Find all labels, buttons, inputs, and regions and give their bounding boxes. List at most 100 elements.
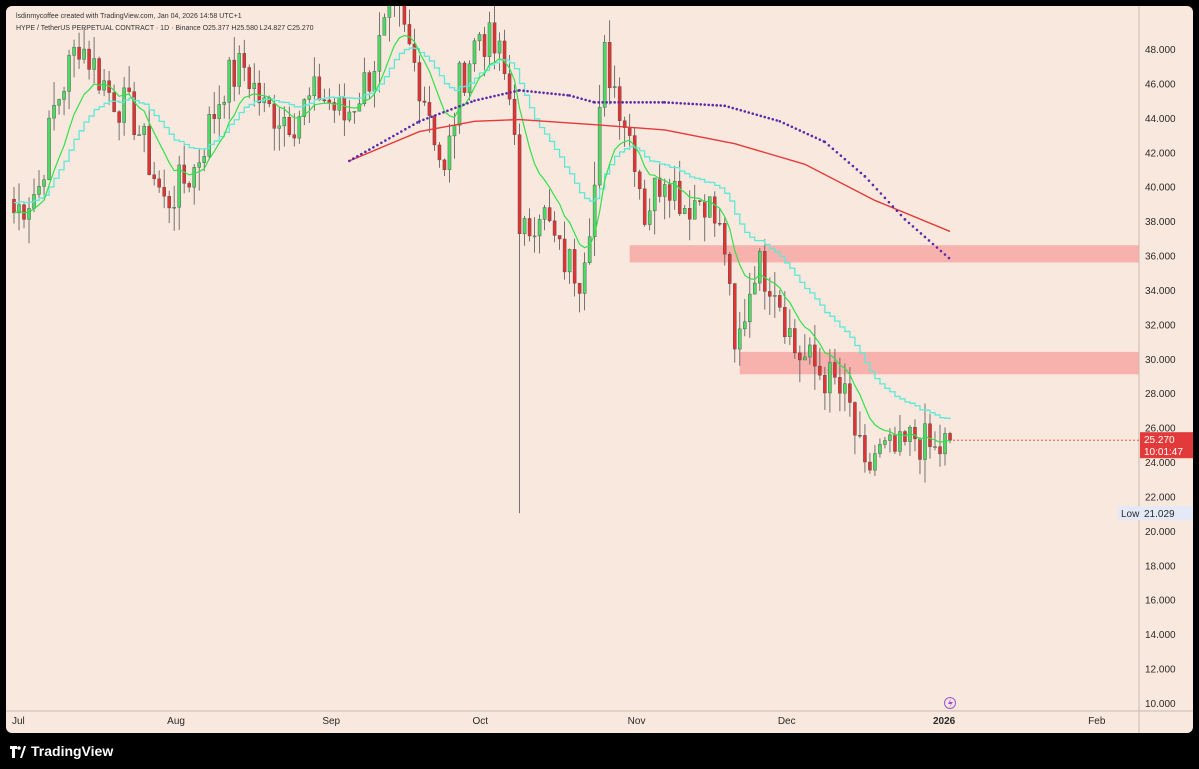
- candle-body: [788, 328, 792, 338]
- candle-body: [277, 125, 282, 129]
- candle-body: [833, 362, 837, 378]
- candle-body: [367, 72, 372, 92]
- ma-dot: [939, 249, 943, 253]
- candle-body: [642, 188, 647, 225]
- ma-dot: [839, 154, 843, 157]
- ma-dot: [835, 150, 839, 154]
- candle-body: [532, 235, 537, 238]
- ma-dot: [601, 101, 604, 104]
- candle-body: [858, 435, 862, 437]
- candle-body: [17, 204, 21, 214]
- ma-dot: [827, 144, 831, 147]
- candle-body: [672, 180, 677, 201]
- ma-dot: [546, 91, 549, 95]
- candle-body: [572, 249, 577, 284]
- low-label-box: [1118, 506, 1140, 521]
- footer-bar: [0, 733, 1199, 769]
- ma-dot: [778, 119, 782, 123]
- ma-dot: [605, 101, 608, 104]
- ma-dot: [580, 97, 583, 101]
- ma-dot: [727, 105, 731, 109]
- candle-body: [798, 352, 802, 361]
- candle-body: [97, 58, 101, 91]
- candle-body: [112, 92, 116, 112]
- candle-body: [527, 218, 532, 237]
- candle-body: [292, 134, 297, 139]
- time-tick-label: Oct: [473, 716, 489, 727]
- ma-dot: [657, 101, 660, 104]
- ma-dot: [739, 108, 743, 112]
- candle-body: [92, 58, 96, 70]
- candle-body: [317, 76, 322, 101]
- candle-body: [187, 183, 191, 188]
- symbol-info: HYPE / TetherUS PERPETUAL CONTRACT · 1D …: [16, 25, 314, 32]
- ma-dot: [798, 129, 802, 132]
- price-tick-label: 24.000: [1145, 458, 1176, 469]
- candle-body: [307, 95, 312, 100]
- ma-dot: [450, 107, 453, 111]
- ma-dot: [919, 232, 923, 235]
- ma-dot: [588, 99, 591, 103]
- ma-dot: [667, 101, 671, 104]
- candle-body: [848, 383, 852, 403]
- candle-body: [137, 134, 141, 136]
- price-tick-label: 46.000: [1145, 79, 1176, 90]
- candle-body: [677, 180, 682, 214]
- ma-dot: [416, 121, 419, 124]
- low-value-box: [1140, 506, 1193, 521]
- ma-dot: [418, 119, 421, 123]
- candle-body: [728, 253, 732, 284]
- candle-body: [818, 365, 822, 376]
- candle-body: [592, 184, 597, 238]
- ma-dot: [703, 103, 707, 106]
- ma-dot: [653, 101, 656, 104]
- last-price-tag: [1140, 432, 1193, 459]
- ma-dot: [645, 101, 648, 104]
- candle-body: [162, 187, 166, 197]
- ma-dot: [755, 113, 759, 117]
- ma-dot: [802, 130, 806, 134]
- candle-body: [863, 435, 867, 463]
- ma-dot: [935, 246, 939, 249]
- candle-body: [52, 105, 56, 119]
- candle-body: [77, 46, 81, 60]
- candle-body: [82, 48, 86, 60]
- candle-body: [252, 82, 257, 89]
- candle-body: [502, 40, 507, 74]
- ma-dot: [633, 101, 636, 104]
- candle-body: [783, 307, 787, 338]
- ma-dot: [360, 152, 363, 156]
- candle-body: [718, 223, 722, 225]
- tradingview-logo-icon: [10, 745, 26, 758]
- ma-dot: [723, 104, 727, 108]
- candle-body: [377, 35, 382, 72]
- ma-dot: [509, 91, 512, 94]
- ma-dot: [493, 94, 496, 98]
- candle-body: [632, 135, 637, 172]
- ma-dot: [412, 123, 415, 127]
- price-tick-label: 44.000: [1145, 114, 1176, 125]
- last-price-value: 25.270: [1144, 435, 1175, 446]
- ma-dot: [907, 221, 911, 225]
- indicator-lines: [13, 34, 951, 444]
- candle-body: [803, 356, 807, 361]
- candle-body: [327, 99, 332, 103]
- candle-body: [117, 111, 121, 123]
- candle-body: [552, 220, 557, 236]
- ma-dot: [731, 106, 735, 110]
- ma-dot: [485, 96, 488, 100]
- candle-body: [723, 223, 727, 255]
- tradingview-logo[interactable]: TradingView: [10, 743, 113, 759]
- ma-dot: [542, 91, 545, 95]
- ma-dot: [505, 91, 508, 95]
- price-chart[interactable]: 48.000 46.000 44.000 42.000 40.000 38.000 36.0…: [6, 6, 1193, 733]
- ma-dot: [641, 101, 644, 104]
- candle-body: [627, 127, 632, 136]
- ma-dot: [408, 125, 411, 129]
- price-tick-label: 38.000: [1145, 217, 1176, 228]
- chart-canvas[interactable]: 48.000 46.000 44.000 42.000 40.000 38.000 36.0…: [6, 6, 1193, 733]
- candle-body: [312, 76, 317, 96]
- ma-dot: [895, 209, 899, 213]
- candle-body: [447, 135, 452, 170]
- ma-dot: [625, 101, 628, 104]
